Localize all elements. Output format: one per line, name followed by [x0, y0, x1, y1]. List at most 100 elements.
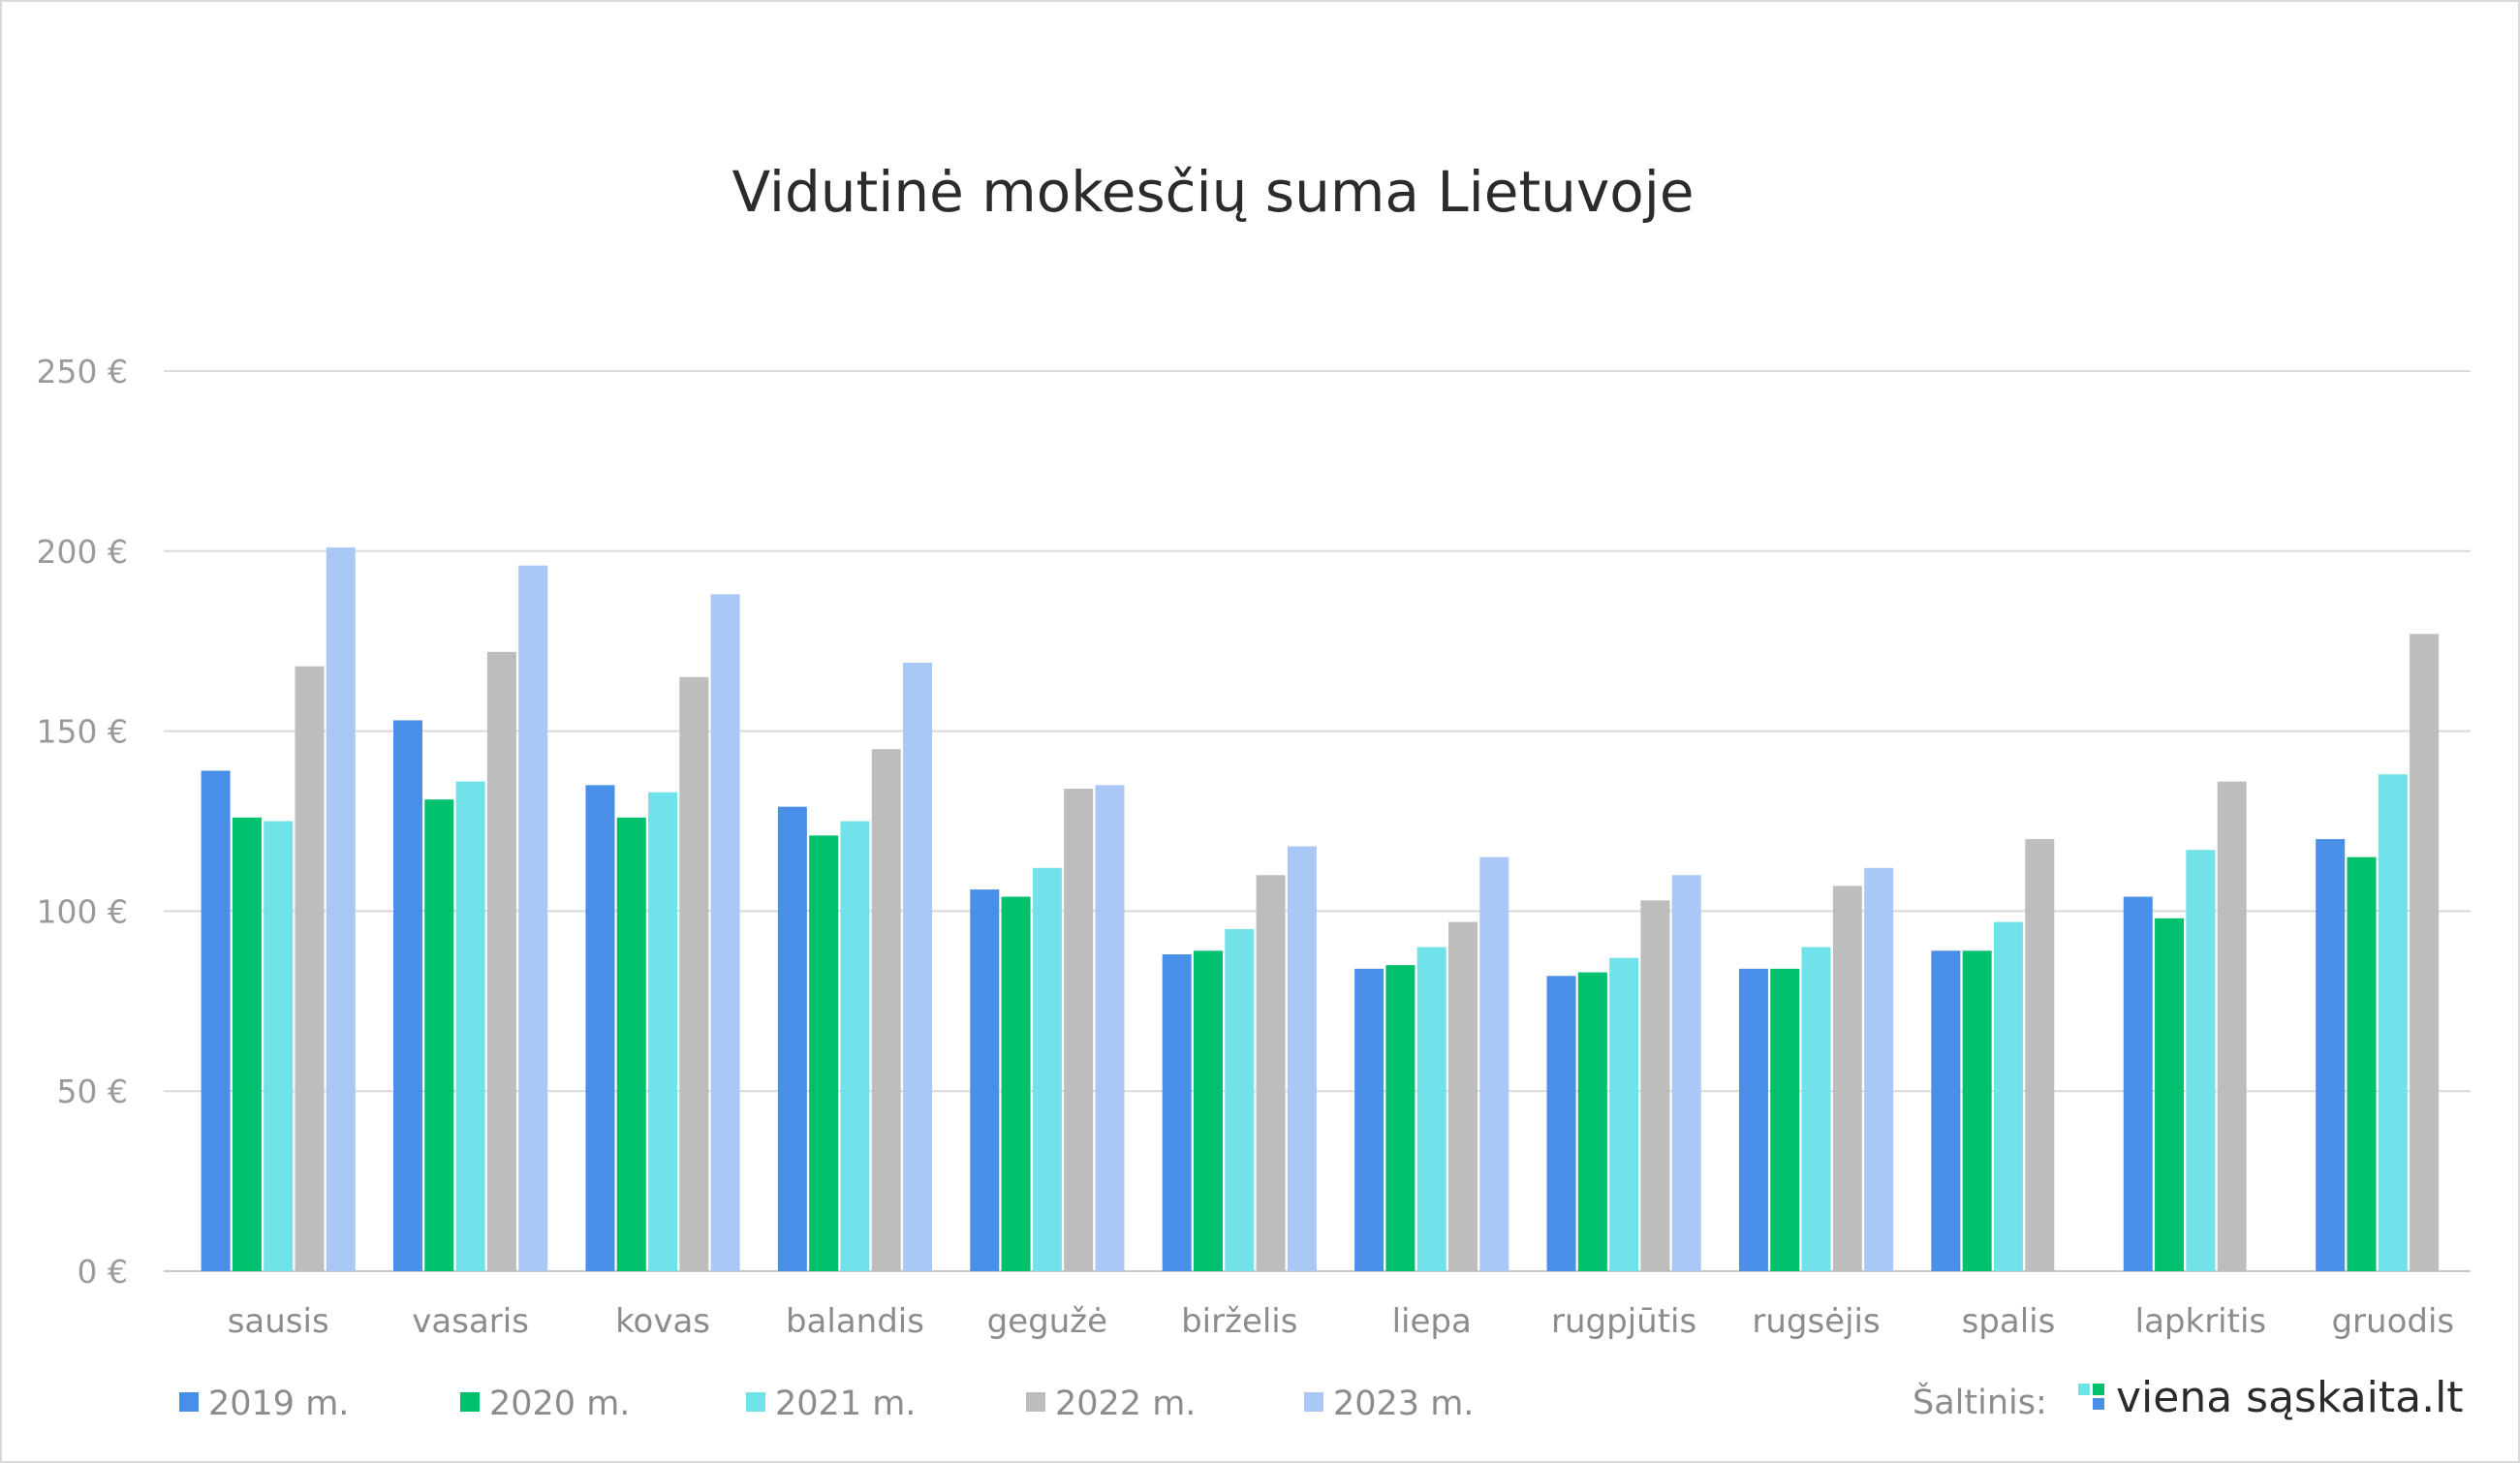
bar-2020m-6 — [1385, 965, 1416, 1271]
bar-2021m-1 — [455, 781, 485, 1271]
bar-2022m-4 — [1064, 789, 1094, 1271]
bar-2021m-0 — [264, 821, 294, 1271]
bar-2021m-8 — [1801, 947, 1831, 1271]
bar-2020m-7 — [1577, 972, 1607, 1271]
bar-2019m-3 — [777, 806, 807, 1271]
x-tick-label: balandis — [786, 1302, 924, 1341]
bar-2023m-8 — [1864, 867, 1894, 1271]
bar-2019m-11 — [2316, 839, 2346, 1271]
source-attribution: Šaltinis: viena sąskaita.lt — [1913, 1373, 2464, 1422]
chart-title: Vidutinė mokesčių suma Lietuvoje — [731, 159, 1694, 225]
brand-logo-icon — [2078, 1384, 2104, 1410]
legend-swatch — [460, 1392, 480, 1412]
logo-square — [2093, 1398, 2104, 1410]
bar-2022m-11 — [2410, 634, 2440, 1271]
bar-2022m-1 — [486, 651, 516, 1271]
legend-label: 2019 m. — [208, 1385, 349, 1423]
x-tick-label: spalis — [1962, 1302, 2056, 1341]
legend-swatch — [1304, 1392, 1323, 1412]
x-tick-label: liepa — [1392, 1302, 1472, 1341]
brand-name: viena sąskaita.lt — [2116, 1373, 2464, 1422]
legend-label: 2023 m. — [1333, 1385, 1474, 1423]
bar-2020m-4 — [1001, 896, 1031, 1271]
x-tick-label: sausis — [228, 1302, 329, 1341]
bar-2021m-2 — [648, 792, 678, 1271]
bar-2019m-4 — [970, 889, 1000, 1271]
x-tick-label: lapkritis — [2135, 1302, 2266, 1341]
legend: 2019 m. 2020 m. 2021 m. 2022 m. 2023 m. — [179, 1385, 1474, 1423]
bar-2022m-7 — [1640, 900, 1670, 1271]
bar-2021m-3 — [840, 821, 870, 1271]
bar-2023m-0 — [326, 547, 356, 1271]
grid-lines — [164, 370, 2471, 1272]
bar-2021m-4 — [1032, 867, 1062, 1271]
bar-2022m-5 — [1256, 875, 1286, 1271]
x-tick-label: birželis — [1181, 1302, 1297, 1341]
legend-swatch — [1026, 1392, 1045, 1412]
y-tick-label: 250 € — [37, 353, 128, 390]
bar-2021m-10 — [2186, 850, 2216, 1271]
bar-2020m-5 — [1193, 950, 1223, 1271]
bar-2020m-10 — [2155, 918, 2185, 1271]
bar-2020m-9 — [1962, 950, 1992, 1271]
x-axis-categories: sausis vasaris kovas balandis gegužė birželis… — [228, 1302, 2454, 1341]
bar-2021m-7 — [1609, 957, 1639, 1271]
bar-2020m-8 — [1770, 968, 1800, 1271]
bar-2019m-7 — [1546, 976, 1576, 1271]
bar-2019m-10 — [2123, 896, 2153, 1271]
legend-label: 2022 m. — [1055, 1385, 1196, 1423]
y-tick-label: 50 € — [57, 1073, 128, 1110]
y-axis-ticks: 0 € 50 € 100 € 150 € 200 € 250 € — [37, 353, 128, 1291]
bar-2019m-2 — [585, 785, 615, 1271]
bar-2019m-6 — [1354, 968, 1384, 1271]
x-tick-label: gegužė — [987, 1302, 1107, 1341]
logo-square — [2078, 1384, 2090, 1395]
legend-label: 2021 m. — [775, 1385, 916, 1423]
bar-2020m-2 — [616, 817, 646, 1271]
bar-2021m-6 — [1416, 947, 1447, 1271]
y-tick-label: 150 € — [37, 713, 128, 751]
bar-2023m-5 — [1287, 846, 1317, 1271]
bar-2019m-1 — [393, 720, 423, 1271]
bar-2019m-5 — [1162, 953, 1192, 1271]
y-tick-label: 200 € — [37, 533, 128, 571]
bar-2021m-11 — [2378, 774, 2408, 1271]
legend-swatch — [746, 1392, 765, 1412]
bar-2019m-9 — [1931, 950, 1961, 1271]
bar-2020m-3 — [809, 835, 839, 1271]
bar-2022m-6 — [1448, 921, 1478, 1271]
x-tick-label: rugsėjis — [1752, 1302, 1880, 1341]
bar-2023m-6 — [1479, 856, 1509, 1271]
bar-2019m-8 — [1738, 968, 1768, 1271]
x-tick-label: gruodis — [2331, 1302, 2454, 1341]
bar-2023m-2 — [710, 594, 740, 1271]
legend-swatch — [179, 1392, 199, 1412]
x-tick-label: rugpjūtis — [1551, 1302, 1696, 1341]
bar-2019m-0 — [201, 770, 231, 1271]
x-tick-label: kovas — [615, 1302, 710, 1341]
bar-2023m-4 — [1095, 785, 1125, 1271]
logo-square — [2093, 1384, 2104, 1395]
bar-2021m-5 — [1225, 928, 1255, 1271]
bar-2023m-1 — [518, 565, 548, 1271]
bar-2023m-3 — [903, 662, 933, 1271]
bar-2022m-8 — [1832, 886, 1862, 1271]
bar-2022m-2 — [679, 676, 709, 1271]
y-tick-label: 100 € — [37, 892, 128, 930]
bar-2023m-7 — [1671, 875, 1701, 1271]
source-label: Šaltinis: — [1913, 1382, 2047, 1422]
bar-2021m-9 — [1993, 921, 2023, 1271]
bar-2020m-0 — [232, 817, 262, 1271]
legend-label: 2020 m. — [489, 1385, 630, 1423]
bar-2022m-10 — [2217, 781, 2247, 1271]
bar-2022m-9 — [2025, 839, 2055, 1271]
bar-2020m-11 — [2347, 856, 2377, 1271]
bar-2022m-0 — [295, 666, 325, 1271]
bar-2022m-3 — [871, 749, 901, 1271]
bars — [201, 547, 2440, 1271]
y-tick-label: 0 € — [78, 1253, 128, 1291]
bar-2020m-1 — [424, 799, 454, 1271]
x-tick-label: vasaris — [412, 1302, 529, 1341]
